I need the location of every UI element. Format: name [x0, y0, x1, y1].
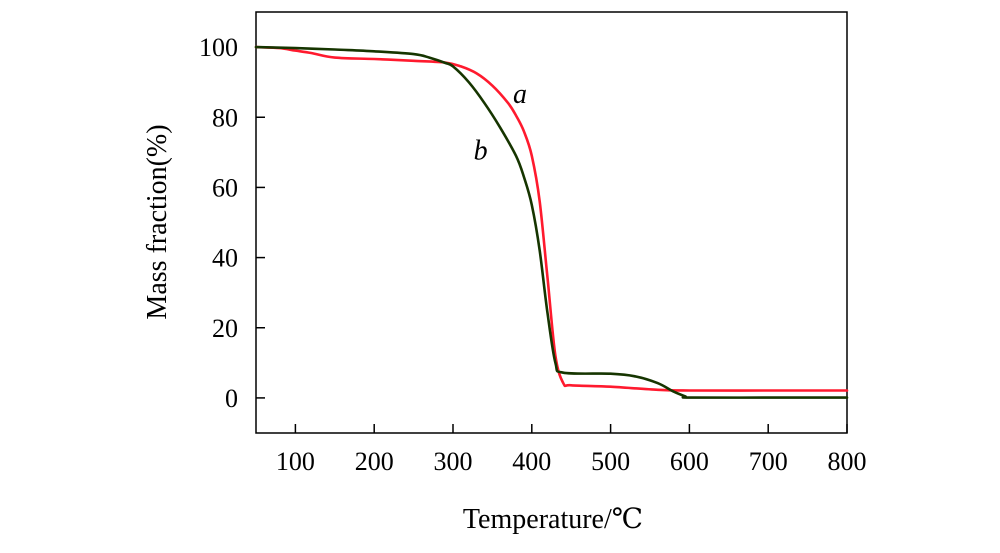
y-axis-ticks: 0 20 40 60 80 100 — [199, 33, 265, 413]
plot-frame — [255, 11, 848, 434]
series-group — [254, 45, 849, 399]
curve-label-b: b — [474, 135, 488, 166]
x-tick-label: 700 — [749, 447, 788, 476]
y-axis-title: Mass fraction(%) — [142, 124, 173, 319]
x-axis-ticks: 100 200 300 400 500 600 700 800 — [276, 424, 867, 476]
x-axis-title: Temperature/℃ — [463, 504, 643, 535]
y-tick-label: 20 — [212, 314, 238, 343]
x-tick-label: 500 — [591, 447, 630, 476]
x-tick-label: 200 — [355, 447, 394, 476]
x-tick-label: 300 — [434, 447, 473, 476]
y-tick-label: 40 — [212, 244, 238, 273]
series-line-b — [254, 45, 849, 399]
x-tick-label: 100 — [276, 447, 315, 476]
y-tick-label: 0 — [225, 384, 238, 413]
y-tick-label: 100 — [199, 33, 238, 62]
y-tick-label: 80 — [212, 103, 238, 132]
x-tick-label: 400 — [512, 447, 551, 476]
y-tick-label: 60 — [212, 173, 238, 202]
curve-annotations: ab — [474, 79, 527, 166]
x-tick-label: 800 — [828, 447, 867, 476]
x-tick-label: 600 — [670, 447, 709, 476]
series-line-a — [254, 45, 849, 392]
curve-label-a: a — [513, 79, 527, 110]
